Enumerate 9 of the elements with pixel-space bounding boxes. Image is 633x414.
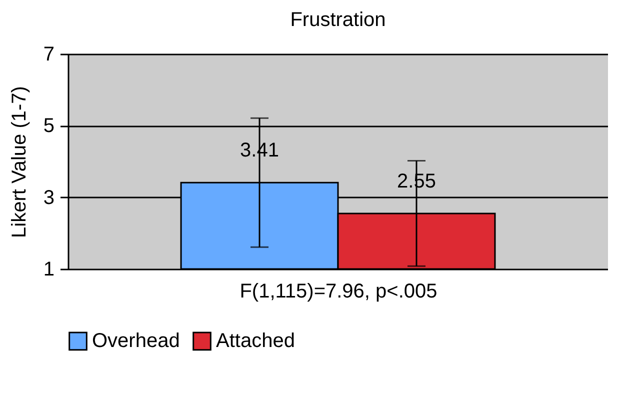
- y-tick-label: 3: [43, 186, 54, 209]
- y-axis-title: Likert Value (1-7): [8, 86, 30, 238]
- x-axis-title: F(1,115)=7.96, p<.005: [240, 280, 438, 302]
- legend-label: Overhead: [92, 330, 180, 352]
- y-tick-label: 7: [43, 44, 54, 66]
- y-tick-label: 1: [43, 258, 54, 280]
- y-tick-label: 5: [43, 115, 54, 138]
- chart-title: Frustration: [290, 9, 386, 31]
- legend-label: Attached: [216, 330, 295, 352]
